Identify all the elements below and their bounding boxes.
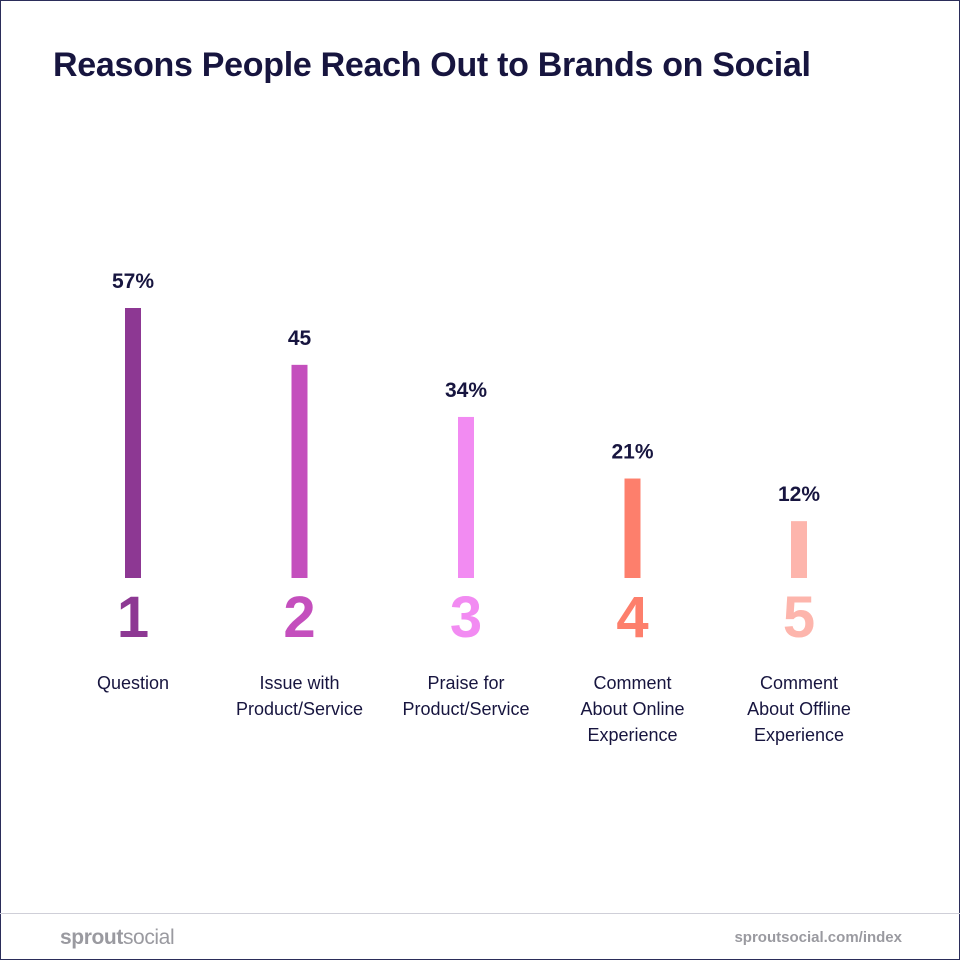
category-label: Praise for xyxy=(427,673,504,693)
category-label: Comment xyxy=(593,673,671,693)
category-label: Question xyxy=(97,673,169,693)
category-label: Comment xyxy=(760,673,838,693)
rank-number: 3 xyxy=(450,585,482,650)
bar xyxy=(624,478,641,578)
category-label: Product/Service xyxy=(236,699,363,719)
data-label: 34% xyxy=(445,379,487,402)
rank-number: 2 xyxy=(283,585,315,650)
logo-text-bold: sprout xyxy=(60,926,123,949)
data-label: 12% xyxy=(778,483,820,506)
data-label: 45 xyxy=(288,327,312,350)
footer-divider xyxy=(0,913,960,914)
sprout-social-logo: sproutsocial xyxy=(60,926,175,950)
category-label: Product/Service xyxy=(402,699,529,719)
category-label: Experience xyxy=(754,725,844,745)
category-label: About Online xyxy=(580,699,684,719)
rank-number: 4 xyxy=(616,585,648,650)
rank-number: 5 xyxy=(783,585,815,650)
bar xyxy=(291,364,308,578)
bar xyxy=(458,416,474,578)
category-label: About Offline xyxy=(747,699,851,719)
chart-title: Reasons People Reach Out to Brands on So… xyxy=(53,46,811,84)
bar xyxy=(791,521,807,578)
category-label: Experience xyxy=(587,725,677,745)
bar xyxy=(125,308,141,578)
data-label: 21% xyxy=(611,441,653,464)
category-label: Issue with xyxy=(259,673,339,693)
footer-url: sproutsocial.com/index xyxy=(734,929,902,946)
logo-text-light: social xyxy=(122,926,175,949)
data-label: 57% xyxy=(112,270,154,293)
rank-number: 1 xyxy=(117,585,149,650)
